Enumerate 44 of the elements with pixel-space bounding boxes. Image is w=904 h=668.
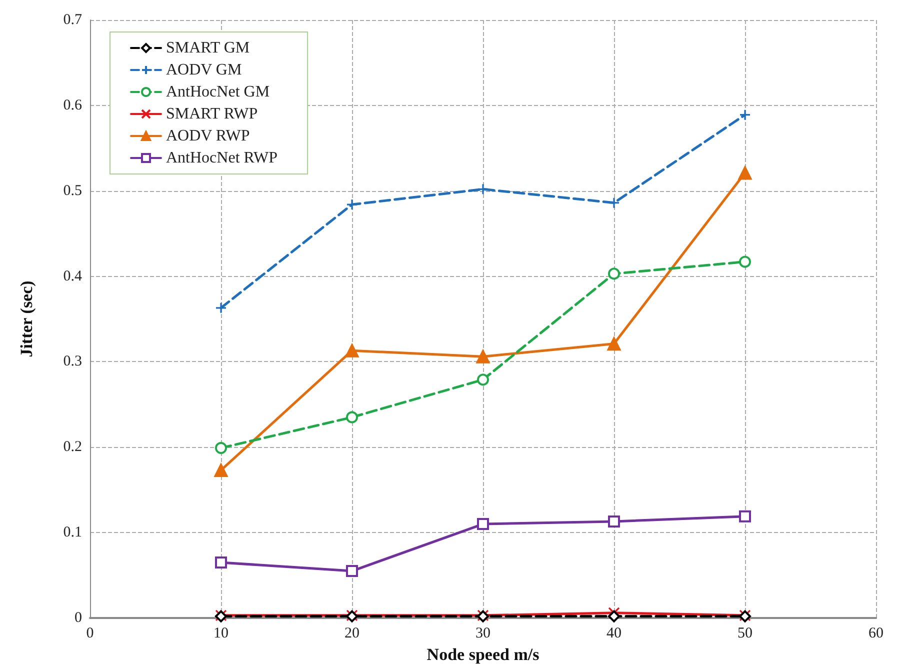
point xyxy=(477,518,489,530)
legend-label: AODV RWP xyxy=(166,128,250,144)
y-axis-title: Jitter (sec) xyxy=(17,280,36,358)
point xyxy=(477,374,489,386)
legend-label: AntHocNet RWP xyxy=(166,150,278,166)
y-tick-label: 0.7 xyxy=(63,12,82,28)
point xyxy=(215,302,227,314)
x-tick-label: 30 xyxy=(476,626,490,642)
point xyxy=(607,336,621,351)
point xyxy=(608,610,620,622)
y-tick-label: 0.4 xyxy=(63,268,82,284)
y-tick-label: 0.2 xyxy=(63,439,82,456)
x-tick-label: 20 xyxy=(344,626,360,642)
point xyxy=(345,344,359,358)
point xyxy=(477,183,489,195)
point xyxy=(215,442,227,454)
point xyxy=(608,515,620,528)
x-tick-label: 40 xyxy=(606,626,622,642)
point xyxy=(346,198,358,210)
point xyxy=(739,256,751,268)
y-tick-label: 0.1 xyxy=(63,524,82,541)
point xyxy=(476,350,490,364)
y-tick-label: 0.5 xyxy=(63,182,82,199)
legend-label: SMART GM xyxy=(166,40,250,56)
x-axis-title: Node speed m/s xyxy=(426,645,540,664)
legend-label: AODV GM xyxy=(166,62,242,78)
point xyxy=(346,411,358,424)
point xyxy=(739,510,751,522)
point xyxy=(214,463,228,478)
legend-label: SMART RWP xyxy=(166,106,258,122)
x-tick-label: 60 xyxy=(868,626,884,642)
point xyxy=(739,109,751,121)
y-tick-label: 0.3 xyxy=(63,354,82,370)
point xyxy=(608,197,620,209)
point xyxy=(608,268,620,280)
x-tick-label: 0 xyxy=(86,626,94,642)
y-tick-label: 0 xyxy=(74,610,82,626)
x-tick-label: 10 xyxy=(214,626,228,642)
x-tick-label: 50 xyxy=(738,626,752,642)
point xyxy=(346,565,358,578)
y-tick-label: 0.6 xyxy=(63,97,82,114)
point xyxy=(215,556,227,568)
point xyxy=(738,166,752,180)
legend-label: AntHocNet GM xyxy=(166,84,270,100)
